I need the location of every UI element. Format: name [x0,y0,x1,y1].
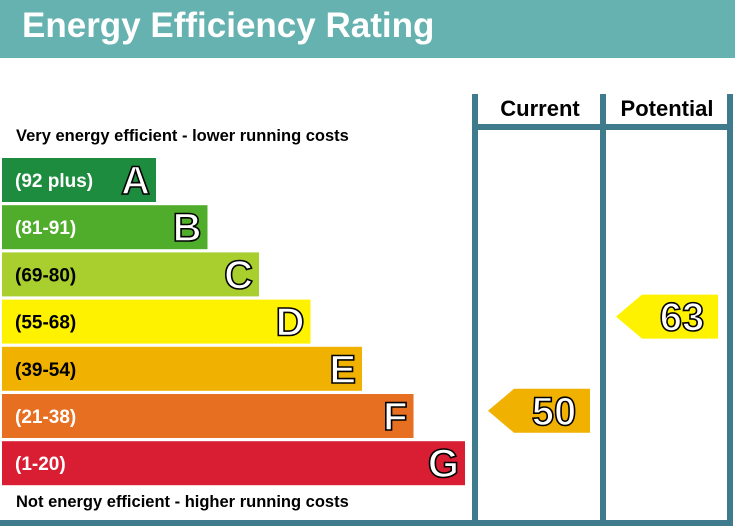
band-g-bar [2,441,465,486]
band-f-range: (21-38) [15,407,76,428]
band-e-bar [2,346,362,391]
potential-column-header: Potential [620,96,714,121]
frame-right [727,94,733,526]
frame-bottom [0,520,733,526]
current-rating-arrow [488,388,590,433]
band-d-letter: D [276,301,305,345]
current-rating-value: 50 [532,390,577,434]
band-c-range: (69-80) [15,265,76,286]
frame-left [472,94,478,526]
band-e-letter: E [329,348,356,392]
band-f-bar [2,394,414,438]
band-d-range: (55-68) [15,313,76,334]
current-column-header: Current [500,96,580,121]
header-bar: Energy Efficiency Rating [0,0,735,58]
band-b-bar [2,205,208,250]
band-g-letter: G [428,442,459,486]
band-g-range: (1-20) [15,454,66,475]
bottom-note: Not energy efficient - higher running co… [16,493,349,511]
band-b-letter: B [173,206,202,250]
band-d-bar [2,299,311,344]
potential-rating-arrow [616,294,718,339]
page-title: Energy Efficiency Rating [22,6,435,45]
band-e-range: (39-54) [15,360,76,381]
band-f-letter: F [383,395,407,439]
band-a-bar [2,158,156,202]
band-c-bar [2,252,259,297]
band-c-letter: C [224,253,253,297]
top-note: Very energy efficient - lower running co… [16,127,349,145]
frame-header-line [472,124,733,130]
band-b-range: (81-91) [15,218,76,239]
frame-middle [600,94,606,526]
band-a-range: (92 plus) [15,171,93,192]
band-a-letter: A [121,159,150,203]
potential-rating-value: 63 [660,296,705,340]
